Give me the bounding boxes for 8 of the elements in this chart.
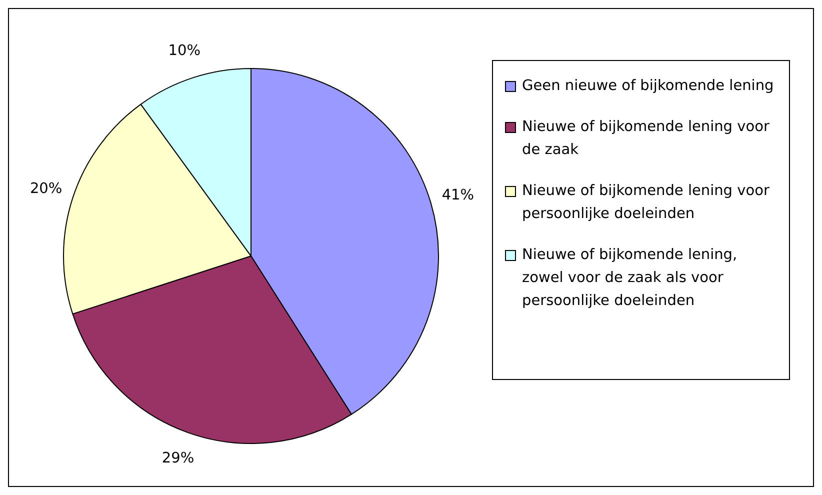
data-label: 20% (30, 181, 62, 198)
legend-label: Geen nieuwe of bijkomende lening (522, 77, 774, 96)
data-label: 41% (442, 188, 474, 204)
data-label: 29% (162, 450, 194, 467)
legend-label: Nieuwe of bijkomende lening voor de zaak (522, 118, 770, 160)
legend-label: Nieuwe of bijkomende lening, zowel voor de zaak als voor persoonlijke doeleinden (522, 246, 738, 311)
data-label: 10% (168, 42, 201, 59)
legend-label: Nieuwe of bijkomende lening voor persoonlijke doeleinden (522, 182, 770, 224)
